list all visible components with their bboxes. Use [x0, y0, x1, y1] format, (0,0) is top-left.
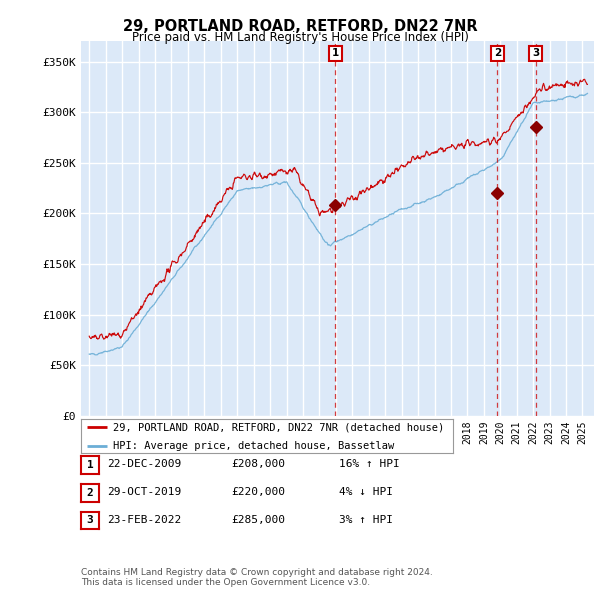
Text: 23-FEB-2022: 23-FEB-2022	[107, 515, 181, 525]
Text: 2: 2	[86, 488, 94, 497]
Text: 29, PORTLAND ROAD, RETFORD, DN22 7NR (detached house): 29, PORTLAND ROAD, RETFORD, DN22 7NR (de…	[113, 422, 444, 432]
Text: £220,000: £220,000	[231, 487, 285, 497]
Text: 22-DEC-2009: 22-DEC-2009	[107, 460, 181, 469]
Text: 16% ↑ HPI: 16% ↑ HPI	[339, 460, 400, 469]
Text: Price paid vs. HM Land Registry's House Price Index (HPI): Price paid vs. HM Land Registry's House …	[131, 31, 469, 44]
Text: 29, PORTLAND ROAD, RETFORD, DN22 7NR: 29, PORTLAND ROAD, RETFORD, DN22 7NR	[122, 19, 478, 34]
Text: Contains HM Land Registry data © Crown copyright and database right 2024.
This d: Contains HM Land Registry data © Crown c…	[81, 568, 433, 587]
Text: £208,000: £208,000	[231, 460, 285, 469]
Text: 3% ↑ HPI: 3% ↑ HPI	[339, 515, 393, 525]
Text: 29-OCT-2019: 29-OCT-2019	[107, 487, 181, 497]
Text: HPI: Average price, detached house, Bassetlaw: HPI: Average price, detached house, Bass…	[113, 441, 394, 451]
Text: 3: 3	[86, 516, 94, 525]
Text: 2: 2	[494, 48, 501, 58]
Text: 1: 1	[86, 460, 94, 470]
Text: 3: 3	[532, 48, 539, 58]
Text: £285,000: £285,000	[231, 515, 285, 525]
Text: 1: 1	[332, 48, 339, 58]
Text: 4% ↓ HPI: 4% ↓ HPI	[339, 487, 393, 497]
